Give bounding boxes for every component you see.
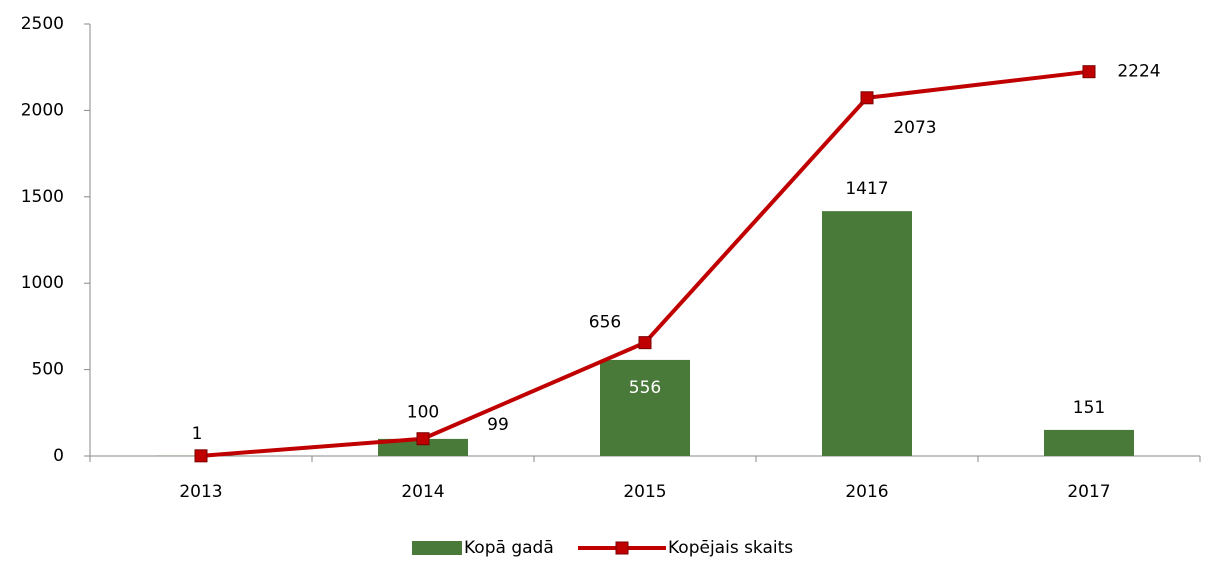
line-label: 1 <box>192 424 203 444</box>
legend-label: Kopā gadā <box>464 538 554 558</box>
marker <box>417 433 429 445</box>
line-label: 2224 <box>1117 62 1160 82</box>
x-tick-label: 2014 <box>401 482 444 502</box>
legend-swatch <box>616 542 628 554</box>
legend-swatch <box>412 541 462 555</box>
y-tick-label: 500 <box>32 360 64 380</box>
line-label: 2073 <box>893 118 936 138</box>
y-tick-label: 1000 <box>21 273 64 293</box>
x-tick-label: 2017 <box>1067 482 1110 502</box>
x-tick-label: 2013 <box>179 482 222 502</box>
line-label: 100 <box>407 403 439 423</box>
marker <box>195 450 207 462</box>
x-tick-label: 2016 <box>845 482 888 502</box>
y-tick-label: 2500 <box>21 14 64 34</box>
bar <box>1044 430 1134 456</box>
bar <box>822 211 912 456</box>
bar-label: 99 <box>487 415 509 435</box>
marker <box>639 337 651 349</box>
bar-label: 151 <box>1073 398 1105 418</box>
marker <box>1083 66 1095 78</box>
line-label: 656 <box>589 313 621 333</box>
marker <box>861 92 873 104</box>
x-tick-label: 2015 <box>623 482 666 502</box>
bar <box>600 360 690 456</box>
bar-label: 1417 <box>845 179 888 199</box>
y-tick-label: 1500 <box>21 187 64 207</box>
legend-label: Kopējais skaits <box>668 538 793 558</box>
bar-label: 556 <box>629 378 661 398</box>
y-tick-label: 0 <box>53 446 64 466</box>
y-tick-label: 2000 <box>21 100 64 120</box>
